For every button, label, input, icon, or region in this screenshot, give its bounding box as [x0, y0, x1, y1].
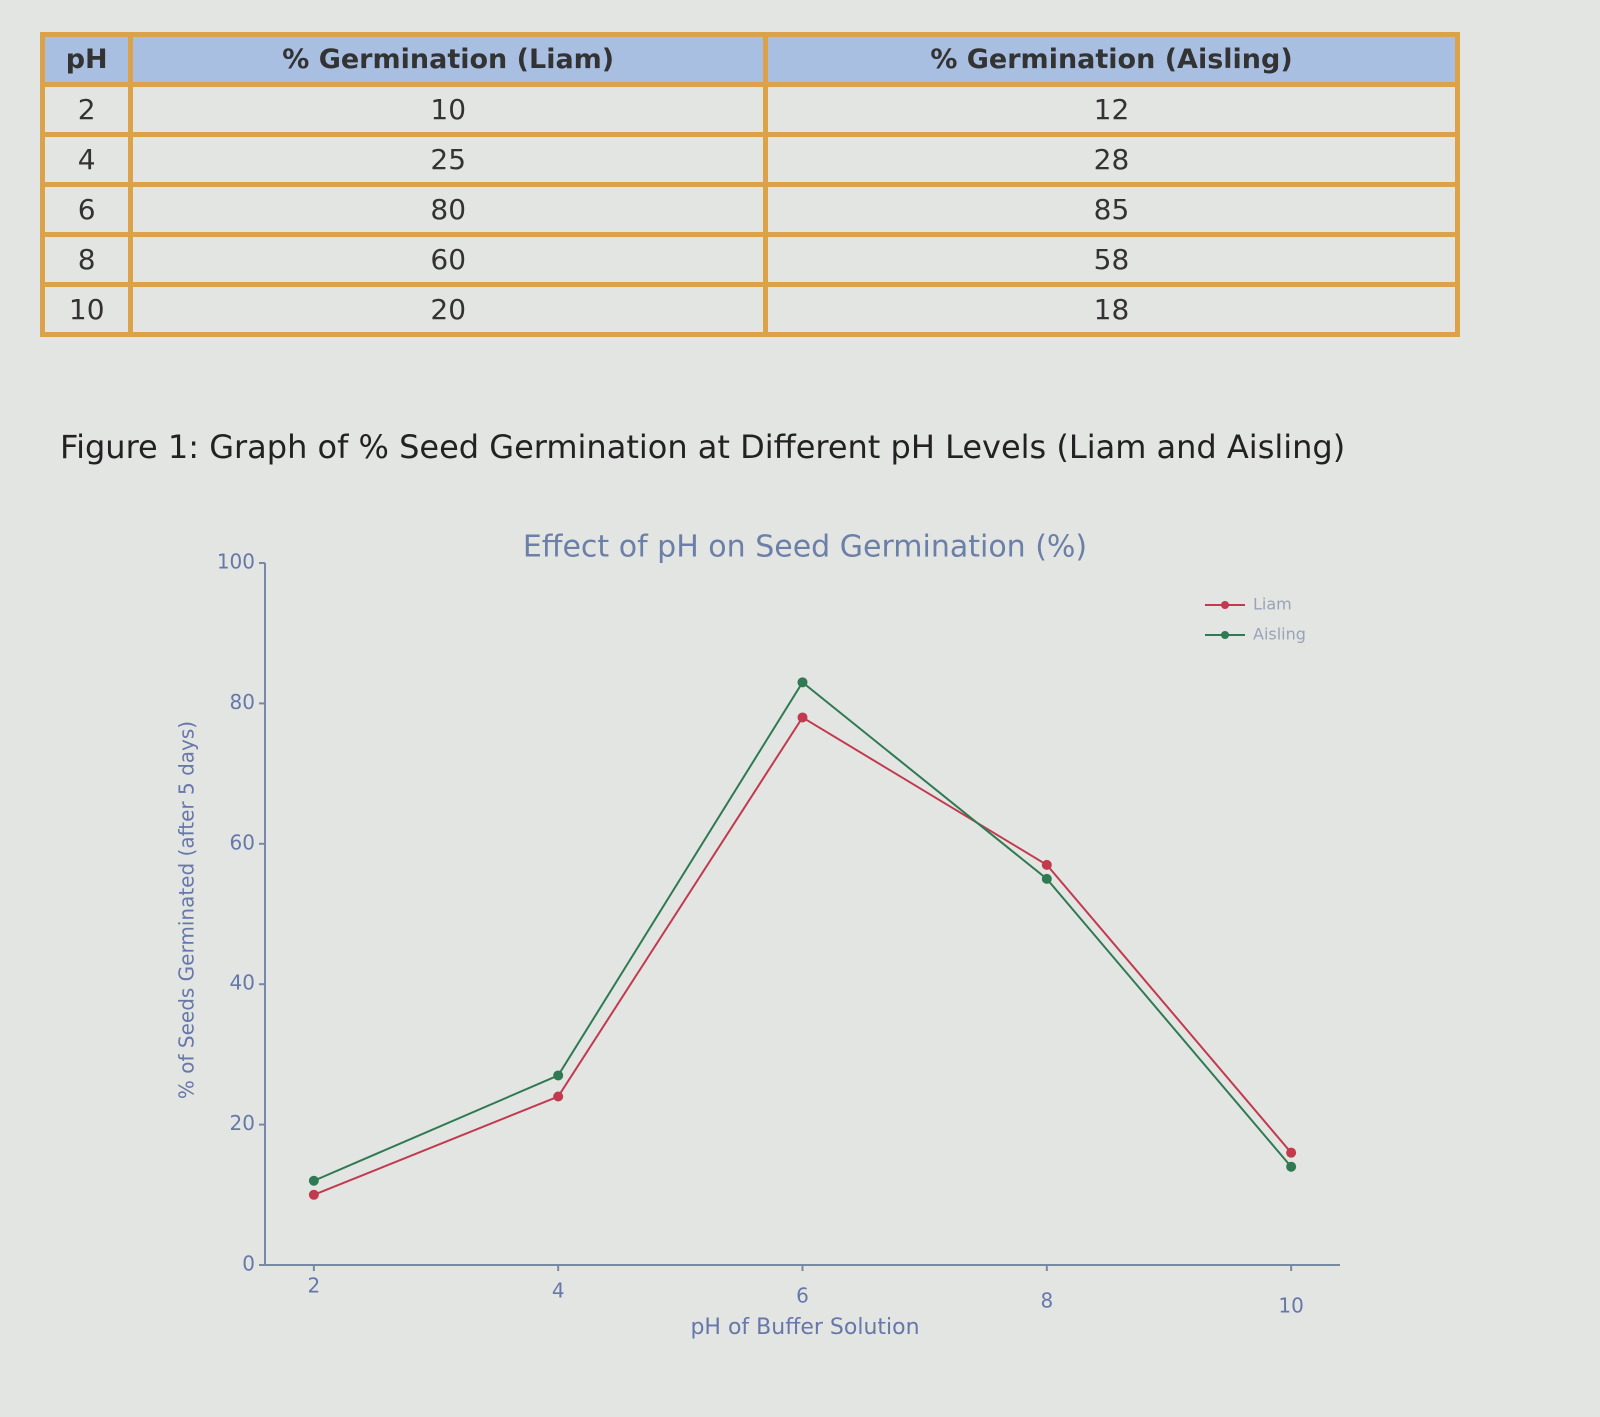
table-cell: 20: [128, 282, 768, 337]
x-axis-label: pH of Buffer Solution: [690, 1315, 919, 1340]
y-tick-label: 60: [230, 830, 255, 854]
table-cell: 10: [39, 282, 134, 337]
chart-title: Effect of pH on Seed Germination (%): [523, 530, 1087, 565]
table-cell: 25: [128, 132, 768, 187]
table-cell: 10: [128, 82, 768, 137]
x-tick-label: 4: [552, 1279, 565, 1303]
header-row: pH% Germination (Liam)% Germination (Ais…: [39, 32, 1460, 87]
header-cell: % Germination (Liam): [128, 32, 768, 87]
table-row: 10 20 18: [39, 282, 1460, 337]
y-tick-label: 40: [230, 971, 255, 995]
table-cell: 80: [128, 182, 768, 237]
data-point: [308, 1175, 319, 1186]
series-line: [313, 680, 1292, 1182]
data-point: [797, 677, 808, 688]
data-point: [553, 1070, 564, 1081]
table-row: 2 10 12: [39, 82, 1460, 137]
table-cell: 85: [763, 182, 1460, 237]
table-cell: 58: [763, 232, 1460, 287]
y-axis-label: % of Seeds Germinated (after 5 days): [175, 721, 199, 1099]
y-tick-label: 80: [230, 690, 255, 714]
x-tick-label: 8: [1040, 1289, 1053, 1313]
data-point: [308, 1189, 319, 1200]
x-tick-label: 10: [1278, 1294, 1303, 1318]
table-body: 2 10 12 4 25 28 6 80 85 8 60 58 10 20 18: [39, 82, 1460, 337]
legend-label: Aisling: [1253, 625, 1306, 644]
table-cell: 6: [39, 182, 134, 237]
y-tick-label: 100: [217, 550, 255, 574]
header-cell: % Germination (Aisling): [763, 32, 1460, 87]
series-line: [313, 716, 1292, 1196]
y-tick-label: 20: [230, 1111, 255, 1135]
table-row: 4 25 28: [39, 132, 1460, 187]
x-tick-label: 6: [796, 1284, 809, 1308]
data-table: pH% Germination (Liam)% Germination (Ais…: [39, 32, 1460, 337]
table-row: 6 80 85: [39, 182, 1460, 237]
table-cell: 12: [763, 82, 1460, 137]
data-point: [553, 1091, 564, 1102]
header-cell: pH: [39, 32, 134, 87]
x-tick-label: 2: [307, 1274, 320, 1298]
table-cell: 60: [128, 232, 768, 287]
data-point: [1286, 1147, 1297, 1158]
data-point: [1041, 873, 1052, 884]
legend-marker: [1221, 601, 1229, 609]
data-point: [1041, 859, 1052, 870]
table-cell: 8: [39, 232, 134, 287]
data-point: [797, 712, 808, 723]
legend-marker: [1221, 631, 1229, 639]
table-cell: 4: [39, 132, 134, 187]
data-point: [1286, 1161, 1297, 1172]
table-cell: 18: [763, 282, 1460, 337]
table-row: 8 60 58: [39, 232, 1460, 287]
figure-caption: Figure 1: Graph of % Seed Germination at…: [60, 428, 1346, 466]
y-tick-label: 0: [242, 1252, 255, 1276]
legend-label: Liam: [1253, 595, 1292, 614]
table-cell: 28: [763, 132, 1460, 187]
table-cell: 2: [39, 82, 134, 137]
